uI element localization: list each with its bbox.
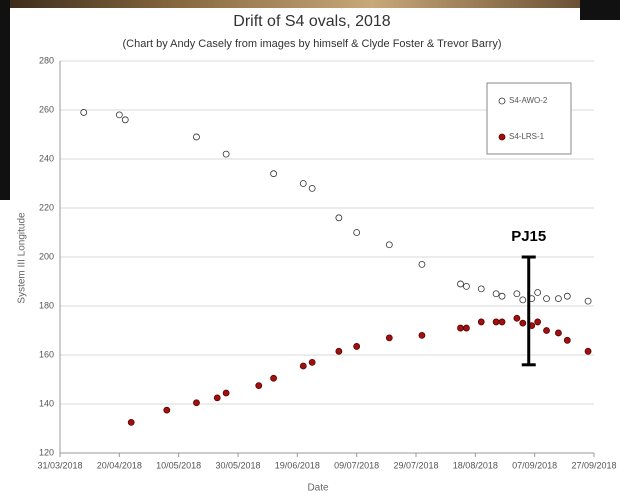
y-tick-label: 240 [39, 153, 54, 163]
y-tick-label: 280 [39, 55, 54, 65]
data-point [115, 111, 123, 119]
data-point [255, 382, 263, 390]
data-point [193, 133, 200, 141]
data-point [335, 214, 343, 222]
x-tick-label: 30/05/2018 [215, 460, 260, 470]
data-point [163, 406, 171, 414]
data-point [563, 336, 571, 344]
y-tick-label: 160 [39, 349, 54, 359]
data-point [222, 150, 230, 158]
legend-box [486, 82, 572, 155]
data-point [270, 170, 278, 178]
legend-label: S4-LRS-1 [509, 132, 545, 141]
data-point [335, 347, 343, 355]
data-point [127, 418, 135, 426]
chart-subtitle: (Chart by Andy Casely from images by him… [122, 38, 501, 50]
data-point [353, 343, 361, 350]
data-point [513, 290, 521, 298]
x-tick-label: 29/07/2018 [393, 460, 438, 470]
data-point [477, 285, 485, 293]
chart-background [10, 8, 580, 502]
x-tick-label: 18/08/2018 [453, 460, 498, 470]
data-point [463, 282, 470, 290]
data-point [534, 289, 542, 296]
data-point [308, 358, 316, 366]
data-point [519, 296, 527, 304]
y-tick-label: 180 [39, 300, 54, 310]
data-point [385, 334, 393, 342]
background-edge [0, 0, 10, 200]
data-point [80, 109, 88, 116]
data-point [492, 318, 500, 326]
data-point [563, 292, 571, 300]
data-point [385, 241, 393, 249]
y-tick-label: 260 [39, 104, 54, 114]
y-tick-label: 200 [39, 251, 54, 261]
chart-title: Drift of S4 ovals, 2018 [233, 13, 391, 30]
data-point [543, 295, 550, 303]
data-point [498, 318, 506, 326]
annotation-label: PJ15 [511, 228, 546, 245]
data-point [498, 292, 506, 300]
data-point [418, 260, 426, 268]
data-point [463, 324, 470, 332]
y-axis-label: System III Longitude [17, 212, 28, 304]
legend-marker [498, 97, 506, 105]
x-axis-label: Date [307, 483, 329, 494]
data-point [299, 362, 307, 370]
data-point [418, 331, 426, 339]
data-point [299, 180, 307, 187]
x-tick-label: 27/09/2018 [571, 460, 616, 470]
data-point [270, 374, 278, 382]
data-point [513, 314, 521, 322]
legend-marker [498, 133, 506, 141]
data-point [193, 399, 200, 407]
legend-label: S4-AWO-2 [509, 96, 548, 105]
data-point [477, 318, 485, 326]
data-point [584, 347, 592, 355]
x-tick-label: 19/06/2018 [275, 460, 320, 470]
data-point [543, 327, 550, 334]
data-point [492, 290, 500, 298]
data-point [457, 324, 464, 332]
x-tick-label: 07/09/2018 [512, 460, 557, 470]
y-tick-label: 220 [39, 202, 54, 212]
data-point [457, 280, 464, 288]
data-point [555, 295, 562, 303]
y-tick-label: 120 [39, 447, 54, 457]
x-tick-label: 09/07/2018 [334, 460, 379, 470]
y-tick-label: 140 [39, 398, 54, 408]
background-edge [580, 0, 620, 20]
data-point [121, 116, 129, 124]
data-point [308, 184, 316, 192]
data-point [534, 318, 542, 326]
data-point [353, 229, 361, 236]
x-tick-label: 31/03/2018 [37, 460, 82, 470]
data-point [213, 394, 221, 402]
x-tick-label: 20/04/2018 [97, 460, 142, 470]
data-point [584, 297, 592, 305]
data-point [555, 329, 562, 337]
data-point [222, 389, 230, 397]
data-point [519, 319, 527, 327]
x-tick-label: 10/05/2018 [156, 460, 201, 470]
